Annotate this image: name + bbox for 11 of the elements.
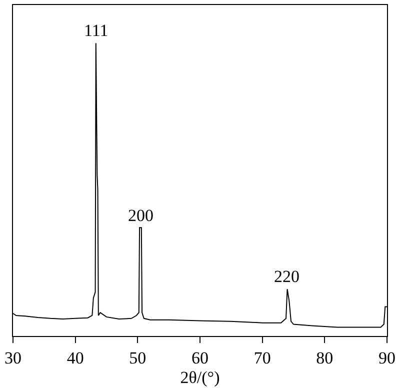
x-tick-label: 40 [66, 348, 84, 368]
x-tick-label: 50 [129, 348, 146, 368]
x-tick-label: 80 [316, 348, 334, 368]
x-tick-label: 60 [192, 348, 208, 368]
x-tick-label: 70 [254, 348, 271, 368]
x-tick-label: 90 [378, 348, 396, 368]
x-axis-title: 2θ/(°) [180, 368, 220, 387]
x-tick-label: 30 [4, 348, 22, 368]
annotation: 220 [274, 267, 300, 286]
annotation: 111 [84, 21, 108, 40]
annotation: 200 [128, 206, 154, 225]
